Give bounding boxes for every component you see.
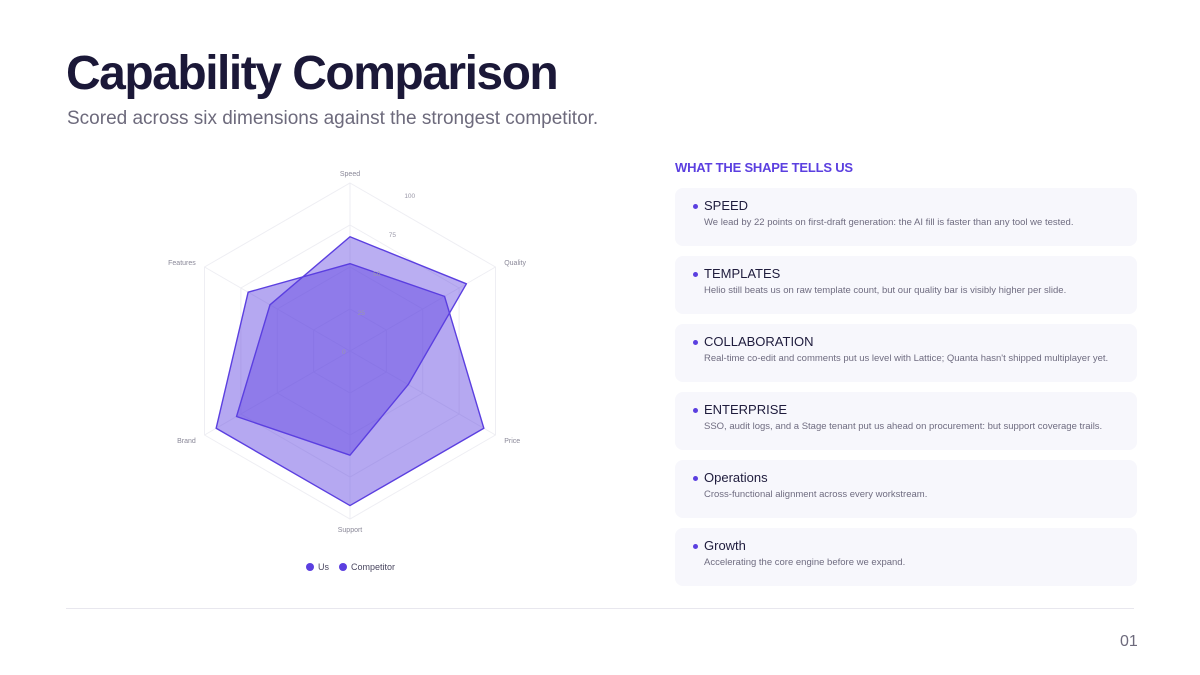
tick-label: 75 — [389, 232, 397, 239]
insight-card-growth: Growth Accelerating the core engine befo… — [675, 528, 1137, 586]
chart-legend: Us Competitor — [306, 562, 395, 572]
axis-label-brand: Brand — [177, 438, 196, 445]
grid-spoke — [204, 350, 351, 436]
insight-card-templates: TEMPLATES Helio still beats us on raw te… — [675, 256, 1137, 314]
card-description: We lead by 22 points on first-draft gene… — [704, 217, 1074, 228]
card-description: Accelerating the core engine before we e… — [704, 557, 906, 568]
bullet-dot — [693, 544, 698, 549]
bullet-dot — [693, 272, 698, 277]
tick-label: 50 — [373, 271, 381, 278]
slide-title: Capability Comparison — [66, 47, 559, 100]
card-title: TEMPLATES — [704, 266, 781, 281]
card-title: SPEED — [704, 198, 749, 213]
grid-spoke — [204, 266, 351, 352]
card-description: Helio still beats us on raw template cou… — [704, 285, 1067, 296]
insight-card-collaboration: COLLABORATION Real-time co-edit and comm… — [675, 324, 1137, 382]
grid-spoke — [349, 350, 496, 436]
card-description: Cross-functional alignment across every … — [704, 489, 928, 500]
footer-divider — [66, 608, 1134, 609]
insight-card-enterprise: ENTERPRISE SSO, audit logs, and a Stage … — [675, 392, 1137, 450]
axis-label-price: Price — [504, 438, 520, 445]
slide-subtitle: Scored across six dimensions against the… — [67, 108, 599, 129]
card-title: COLLABORATION — [704, 334, 814, 349]
page-number: 01 — [1120, 633, 1138, 650]
legend-swatch-us — [306, 563, 314, 571]
insight-card-list: SPEED We lead by 22 points on first-draf… — [675, 188, 1137, 596]
panel-heading: WHAT THE SHAPE TELLS US — [675, 160, 853, 175]
card-title: Operations — [704, 470, 768, 485]
series-area-competitor — [215, 262, 485, 507]
card-title: Growth — [704, 538, 746, 553]
bullet-dot — [693, 340, 698, 345]
bullet-dot — [693, 408, 698, 413]
insight-card-speed: SPEED We lead by 22 points on first-draf… — [675, 188, 1137, 246]
legend-item-competitor: Competitor — [339, 562, 395, 572]
tick-label: 25 — [358, 310, 366, 317]
bullet-dot — [693, 476, 698, 481]
axis-label-speed: Speed — [340, 171, 360, 178]
legend-label-us: Us — [318, 562, 329, 572]
tick-label: 100 — [404, 193, 415, 200]
axis-label-features: Features — [168, 260, 196, 267]
card-title: ENTERPRISE — [704, 402, 788, 417]
card-description: SSO, audit logs, and a Stage tenant put … — [704, 421, 1103, 432]
grid-spoke — [349, 266, 496, 352]
card-description: Real-time co-edit and comments put us le… — [704, 353, 1109, 364]
tick-label: 0 — [342, 349, 346, 356]
insight-card-operations: Operations Cross-functional alignment ac… — [675, 460, 1137, 518]
radar-chart-svg: 0 25 50 75 100 Speed Quality Price Support Brand F… — [168, 171, 526, 534]
legend-swatch-competitor — [339, 563, 347, 571]
axis-label-quality: Quality — [504, 260, 526, 267]
series-area-us — [235, 236, 468, 456]
axis-label-support: Support — [338, 527, 363, 534]
legend-item-us: Us — [306, 562, 329, 572]
bullet-dot — [693, 204, 698, 209]
radar-chart: 0 25 50 75 100 Speed Quality Price Support Brand F… — [150, 165, 550, 585]
legend-label-competitor: Competitor — [351, 562, 396, 572]
